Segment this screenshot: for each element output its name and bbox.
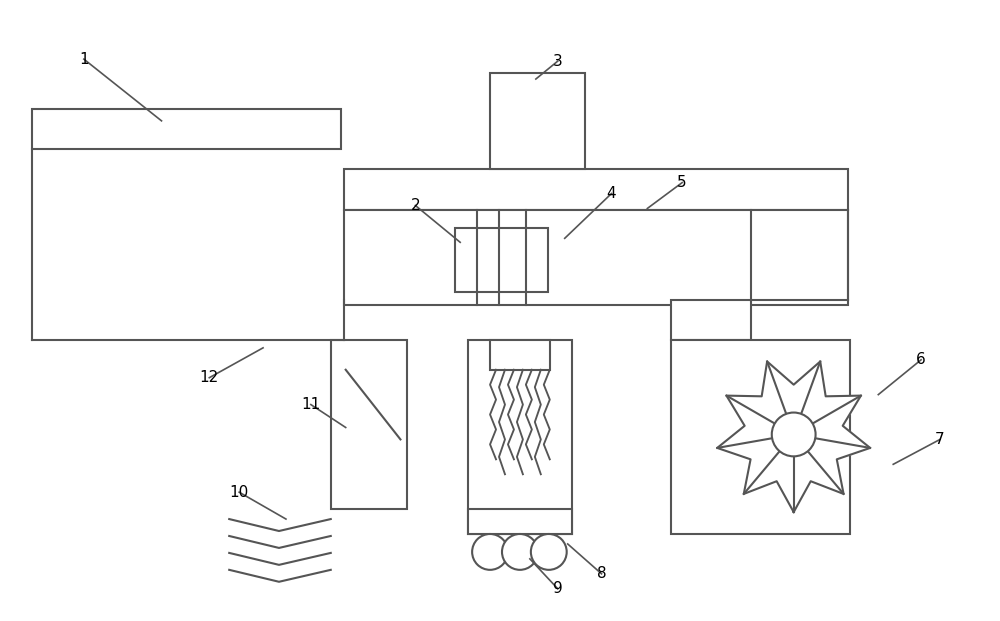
- Text: 6: 6: [916, 352, 926, 367]
- Bar: [344, 169, 848, 211]
- Circle shape: [531, 534, 567, 570]
- Text: 5: 5: [677, 175, 687, 190]
- Text: 1: 1: [79, 52, 89, 66]
- Text: 3: 3: [553, 53, 563, 69]
- Bar: [490, 73, 585, 169]
- Bar: [331, 340, 407, 509]
- Circle shape: [772, 412, 816, 456]
- Text: 4: 4: [607, 186, 616, 201]
- Text: 8: 8: [597, 566, 606, 581]
- Bar: [671, 300, 751, 340]
- Text: 9: 9: [553, 581, 563, 596]
- Bar: [344, 211, 848, 305]
- Text: 7: 7: [935, 432, 945, 447]
- Circle shape: [472, 534, 508, 570]
- Bar: [468, 340, 572, 534]
- Text: 11: 11: [301, 397, 320, 412]
- Polygon shape: [717, 361, 870, 512]
- Bar: [468, 509, 572, 534]
- Text: 2: 2: [411, 198, 420, 213]
- Text: 10: 10: [230, 484, 249, 500]
- Text: 12: 12: [200, 370, 219, 385]
- Bar: [32, 109, 341, 148]
- Circle shape: [502, 534, 538, 570]
- Bar: [490, 340, 550, 369]
- Bar: [671, 340, 850, 534]
- Bar: [455, 229, 548, 292]
